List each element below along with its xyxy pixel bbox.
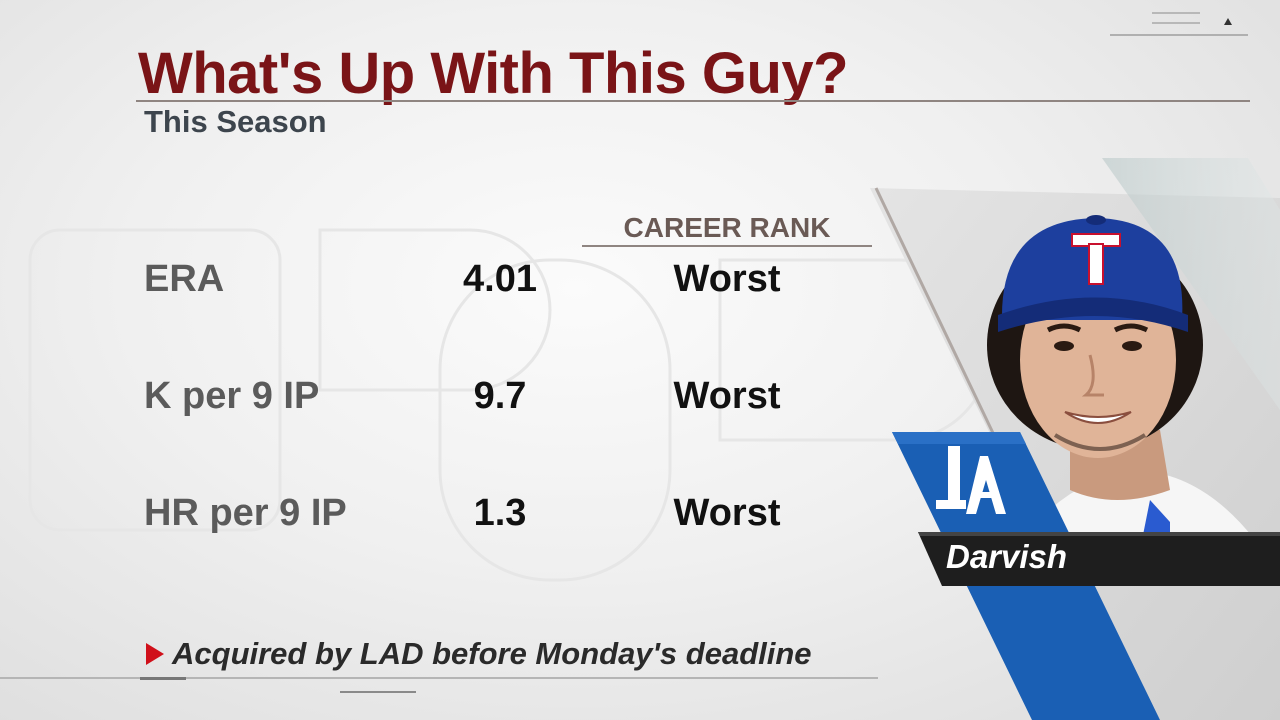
- stat-label: K per 9 IP: [144, 375, 320, 417]
- eye: [1122, 341, 1142, 351]
- footer-accent: [140, 677, 186, 680]
- eyebrow: [1113, 323, 1149, 333]
- stat-row: ERA 4.01 Worst: [0, 258, 900, 318]
- stat-value: 4.01: [463, 258, 537, 300]
- team-band-highlight: [892, 432, 1026, 444]
- name-bar-highlight: [918, 532, 1280, 536]
- stat-label: ERA: [144, 258, 225, 300]
- cap-button: [1086, 215, 1106, 225]
- triangle-right-icon: [146, 643, 164, 665]
- name-bar: [918, 532, 1280, 586]
- beard: [1053, 433, 1147, 451]
- corner-line: [1152, 22, 1200, 24]
- cap-logo: [1071, 233, 1121, 285]
- corner-line: [1152, 12, 1200, 14]
- player-portrait: [870, 158, 1280, 720]
- triangle-up-icon: [1224, 18, 1232, 25]
- stat-label: HR per 9 IP: [144, 492, 347, 534]
- player-panel: [870, 150, 1280, 720]
- cap-brim: [998, 297, 1188, 332]
- graphic-subtitle: This Season: [144, 104, 327, 139]
- eye: [1054, 341, 1074, 351]
- stat-row: K per 9 IP 9.7 Worst: [0, 375, 900, 435]
- stat-row: HR per 9 IP 1.3 Worst: [0, 492, 900, 552]
- column-header-divider: [582, 245, 872, 247]
- stat-rank: Worst: [673, 375, 781, 417]
- stat-value: 1.3: [473, 492, 527, 534]
- nose: [1081, 354, 1104, 397]
- corner-rule: [1110, 34, 1248, 36]
- stat-rank: Worst: [673, 258, 781, 300]
- glass-accent: [1102, 158, 1280, 410]
- graphic-title: What's Up With This Guy?: [138, 41, 849, 106]
- stat-value: 9.7: [473, 375, 527, 417]
- eyebrow: [1046, 323, 1082, 333]
- player-name: Darvish: [946, 538, 1068, 575]
- stat-rank: Worst: [673, 492, 781, 534]
- footer-accent: [340, 691, 416, 693]
- footer-note: Acquired by LAD before Monday's deadline: [172, 636, 812, 671]
- title-divider: [136, 100, 1250, 102]
- smile: [1064, 411, 1132, 424]
- dodgers-la-logo: [936, 446, 1006, 514]
- corner-marker: [1110, 10, 1250, 40]
- footer-divider: [0, 677, 878, 679]
- career-rank-header: CAREER RANK: [623, 212, 831, 243]
